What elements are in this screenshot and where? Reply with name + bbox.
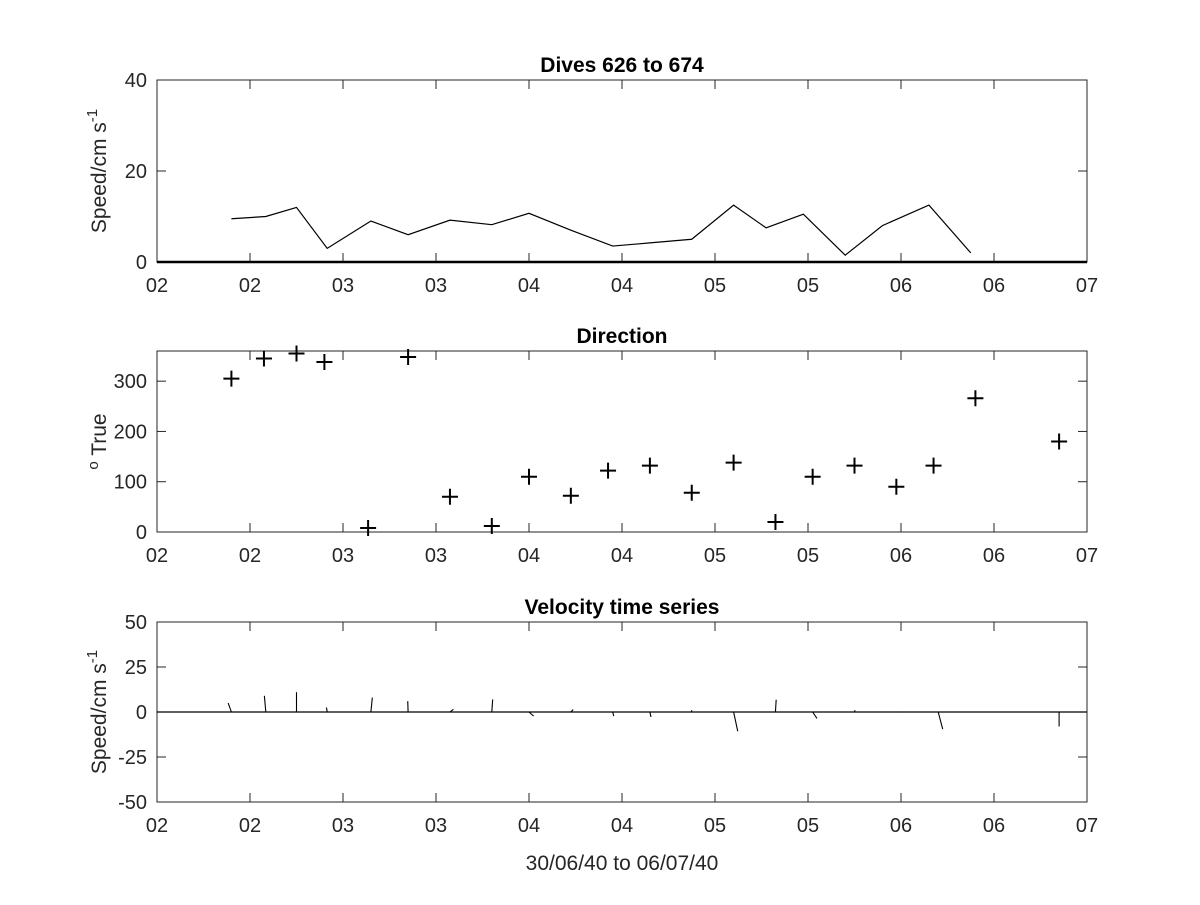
x-tick-label: 06 (983, 275, 1005, 297)
speed-line (231, 205, 970, 255)
direction-point (805, 469, 821, 485)
direction-point (888, 479, 904, 495)
axes-box (157, 80, 1087, 262)
direction-point (256, 351, 272, 367)
direction-point (684, 485, 700, 501)
velocity-stick (938, 712, 943, 729)
direction-point (967, 390, 983, 406)
y-tick-label: 40 (125, 70, 147, 92)
y-axis-label-sup: -1 (84, 109, 101, 122)
velocity-panel: Velocity time series 02 02 03 03 04 04 05 05 06 06… (84, 596, 1098, 875)
chart-title: Velocity time series (525, 596, 720, 619)
chart-title: Dives 626 to 674 (540, 54, 704, 77)
x-tick-label: 04 (611, 815, 633, 837)
x-tick-label: 04 (611, 545, 633, 567)
direction-panel: Direction 02 02 03 03 04 04 05 05 06 06 07 0 100 200 30… (85, 325, 1098, 567)
x-tick-label: 05 (797, 815, 819, 837)
velocity-stick (855, 710, 856, 712)
y-tick-label: 0 (136, 702, 147, 724)
y-axis-label-prefix: o (85, 461, 102, 469)
x-tick-label: 04 (518, 545, 540, 567)
y-tick-label: -25 (118, 747, 147, 769)
velocity-stick (492, 699, 493, 712)
y-axis-label-main: Speed/cm s (88, 663, 111, 774)
y-axis-label-sup: -1 (84, 650, 101, 663)
direction-point (360, 520, 376, 536)
speed-panel: Dives 626 to 674 02 02 03 03 04 04 05 05 06 06 07 0 2… (84, 54, 1098, 297)
direction-point (316, 354, 332, 370)
x-tick-label: 05 (704, 815, 726, 837)
x-tick-label: 03 (332, 815, 354, 837)
velocity-stick (734, 712, 738, 731)
x-tick-label: 07 (1076, 275, 1098, 297)
y-tick-label: 100 (114, 472, 147, 494)
direction-point (442, 489, 458, 505)
direction-point (289, 346, 305, 362)
x-tick-label: 03 (332, 275, 354, 297)
x-tick-label: 07 (1076, 815, 1098, 837)
x-tick-label: 05 (797, 545, 819, 567)
x-tick-label: 06 (983, 545, 1005, 567)
y-tick-label: 25 (125, 657, 147, 679)
y-axis-label: Speed/cm s-1 (84, 650, 111, 774)
y-axis-label-main: Speed/cm s (88, 122, 111, 233)
velocity-stick (650, 712, 651, 717)
direction-point (926, 458, 942, 474)
x-tick-label: 06 (890, 275, 912, 297)
direction-point (1051, 434, 1067, 450)
direction-point (223, 371, 239, 387)
x-tick-label: 03 (425, 815, 447, 837)
x-tick-label: 02 (239, 815, 261, 837)
x-tick-label: 05 (797, 275, 819, 297)
y-axis-label: o True (85, 413, 111, 469)
x-tick-label: 05 (704, 275, 726, 297)
x-tick-label: 06 (983, 815, 1005, 837)
direction-point (767, 514, 783, 530)
velocity-stick (613, 712, 614, 716)
x-tick-label: 02 (239, 545, 261, 567)
y-axis-label: Speed/cm s-1 (84, 109, 111, 233)
velocity-stick (264, 696, 265, 712)
velocity-stick (228, 703, 231, 712)
x-tick-label: 03 (425, 545, 447, 567)
x-tick-label: 04 (518, 275, 540, 297)
chart-title: Direction (576, 325, 667, 348)
x-tick-label: 07 (1076, 545, 1098, 567)
x-tick-label: 03 (425, 275, 447, 297)
x-tick-label: 04 (518, 815, 540, 837)
x-tick-label: 02 (239, 275, 261, 297)
x-tick-label: 04 (611, 275, 633, 297)
direction-point (642, 458, 658, 474)
x-tick-label: 06 (890, 545, 912, 567)
y-axis-label-main: True (88, 413, 111, 461)
velocity-stick (813, 712, 817, 718)
direction-point (726, 455, 742, 471)
y-tick-label: 0 (136, 252, 147, 274)
direction-point (600, 463, 616, 479)
velocity-stick (775, 700, 776, 712)
direction-point (563, 488, 579, 504)
x-tick-label: 06 (890, 815, 912, 837)
velocity-stick (326, 708, 327, 713)
direction-point (847, 458, 863, 474)
velocity-stick (371, 698, 372, 712)
axes-box (157, 351, 1087, 532)
y-tick-label: 0 (136, 522, 147, 544)
velocity-stick (529, 712, 534, 716)
y-tick-label: 300 (114, 371, 147, 393)
y-tick-label: 200 (114, 421, 147, 443)
direction-point (521, 469, 537, 485)
x-tick-label: 02 (146, 815, 168, 837)
x-tick-label: 03 (332, 545, 354, 567)
x-tick-label: 02 (146, 545, 168, 567)
y-tick-label: 20 (125, 161, 147, 183)
y-tick-label: -50 (118, 792, 147, 814)
y-tick-label: 50 (125, 612, 147, 634)
x-tick-label: 05 (704, 545, 726, 567)
x-tick-label: 02 (146, 275, 168, 297)
x-axis-label: 30/06/40 to 06/07/40 (526, 852, 719, 875)
